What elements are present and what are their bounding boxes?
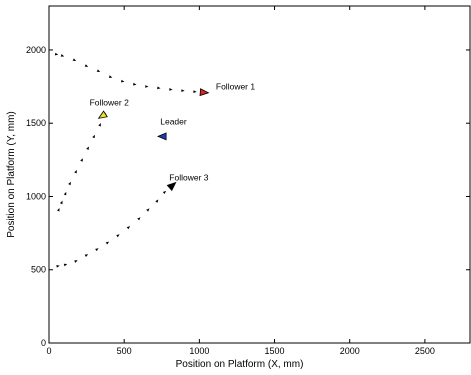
trail-point (96, 69, 101, 72)
markers (97, 88, 210, 192)
trail-point (74, 169, 77, 174)
trail-point (92, 134, 95, 139)
trail-point (146, 208, 150, 212)
plot-frame (48, 5, 471, 344)
trail-point (137, 217, 141, 221)
agent-marker (97, 110, 108, 119)
y-tick-label: 1500 (26, 118, 46, 128)
trail-point (54, 52, 59, 56)
trail-point (193, 90, 197, 93)
trail-point (120, 79, 125, 83)
agent-marker (199, 88, 210, 97)
trail-point (157, 86, 161, 90)
trail-point (80, 158, 83, 162)
trail-point (59, 200, 63, 205)
x-tick-label: 0 (46, 346, 51, 356)
trail-point (84, 64, 89, 67)
trail-point (126, 226, 131, 230)
trail-point (162, 190, 167, 195)
annotations: Follower 1 Follower 2 Leader Follower 3 (90, 82, 256, 183)
trail-point (95, 248, 99, 252)
annotation-label: Follower 1 (216, 82, 255, 92)
trail-point (155, 199, 159, 203)
trail-point (63, 191, 67, 196)
trail-point (68, 181, 71, 186)
trail-point (169, 88, 173, 91)
x-tick-label: 2000 (340, 346, 360, 356)
y-axis-label: Position on Platform (Y, mm) (6, 111, 17, 238)
trail-point (56, 208, 60, 212)
trail-point (84, 254, 89, 257)
trail-point (63, 263, 68, 267)
annotation-label: Leader (160, 117, 187, 127)
trail-point (72, 58, 77, 61)
y-tick-label: 2000 (26, 45, 46, 55)
y-tick-label: 0 (41, 338, 46, 348)
axes: 0 500 1000 1500 2000 2500 0 500 1000 1500 2000 Posi… (6, 5, 471, 370)
trail-point (181, 89, 185, 92)
trail-point (74, 260, 78, 263)
x-tick-label: 1000 (189, 346, 209, 356)
trail-point (105, 241, 110, 245)
trail-point (60, 54, 65, 57)
y-tick-label: 500 (31, 265, 46, 275)
trails (54, 52, 197, 268)
trail-point (86, 146, 89, 151)
trail-point (116, 234, 120, 238)
x-tick-label: 500 (117, 346, 132, 356)
trail-point (56, 265, 60, 268)
x-axis-label: Position on Platform (X, mm) (176, 359, 304, 370)
x-tick-label: 1500 (265, 346, 285, 356)
annotation-label: Follower 2 (90, 98, 129, 108)
y-tick-label: 1000 (26, 191, 46, 201)
agent-marker (156, 132, 167, 141)
annotation-label: Follower 3 (169, 172, 208, 182)
trail-point (98, 123, 101, 127)
trail-point (108, 75, 113, 78)
trail-point (133, 82, 137, 86)
trail-point (145, 85, 149, 88)
x-tick-label: 2500 (415, 346, 435, 356)
agent-marker (166, 181, 177, 192)
